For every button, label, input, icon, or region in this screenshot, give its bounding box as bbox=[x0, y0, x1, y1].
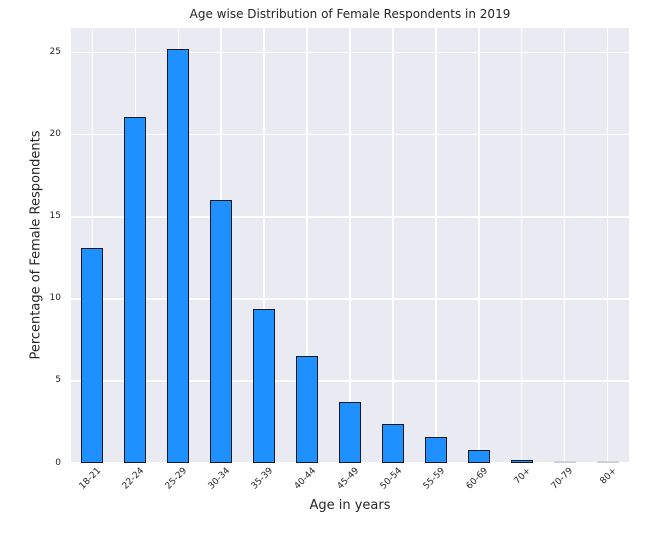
x-tick-label: 60-69 bbox=[464, 466, 490, 492]
bar bbox=[553, 461, 576, 463]
bar bbox=[81, 247, 104, 463]
vertical-gridline bbox=[306, 28, 308, 463]
x-tick-label: 70-79 bbox=[550, 466, 576, 492]
vertical-gridline bbox=[392, 28, 394, 463]
bar bbox=[210, 200, 233, 463]
y-tick-label: 0 bbox=[55, 457, 61, 468]
y-tick-label: 5 bbox=[55, 375, 61, 386]
bar bbox=[510, 459, 533, 463]
x-tick-label: 70+ bbox=[512, 466, 533, 487]
y-tick-label: 20 bbox=[49, 129, 61, 140]
chart-title: Age wise Distribution of Female Responde… bbox=[189, 7, 511, 21]
vertical-gridline bbox=[520, 28, 523, 463]
x-tick-label: 55-59 bbox=[421, 466, 447, 492]
x-tick-label: 35-39 bbox=[249, 466, 276, 492]
x-axis-label: Age in years bbox=[309, 498, 391, 513]
vertical-gridline bbox=[91, 28, 94, 463]
plot-area bbox=[71, 28, 629, 464]
x-tick-label: 45-49 bbox=[335, 466, 362, 492]
x-tick-label: 80+ bbox=[598, 466, 619, 487]
bar bbox=[124, 116, 147, 463]
bar bbox=[596, 461, 619, 463]
y-tick-label: 25 bbox=[49, 47, 61, 58]
vertical-gridline bbox=[349, 28, 351, 463]
x-tick-label: 50-54 bbox=[378, 466, 405, 492]
x-tick-label: 25-29 bbox=[163, 466, 190, 492]
horizontal-gridline bbox=[71, 462, 629, 464]
x-tick-label: 18-21 bbox=[77, 466, 104, 492]
y-axis-label: Percentage of Female Respondents bbox=[28, 130, 44, 360]
bar bbox=[167, 49, 190, 463]
y-tick-label: 10 bbox=[49, 293, 61, 304]
x-tick-label: 22-24 bbox=[120, 466, 147, 492]
bar bbox=[381, 423, 404, 463]
x-tick-label: 30-34 bbox=[206, 466, 233, 492]
y-tick-label: 15 bbox=[49, 211, 61, 222]
bar bbox=[253, 308, 276, 463]
bar bbox=[467, 449, 490, 463]
vertical-gridline bbox=[435, 28, 437, 463]
vertical-gridline bbox=[606, 28, 609, 463]
bar bbox=[296, 356, 319, 463]
vertical-gridline bbox=[263, 28, 265, 463]
vertical-gridline bbox=[478, 28, 480, 463]
vertical-gridline bbox=[563, 28, 566, 463]
bar bbox=[424, 436, 447, 463]
x-tick-label: 40-44 bbox=[292, 466, 319, 492]
bar bbox=[339, 402, 361, 463]
